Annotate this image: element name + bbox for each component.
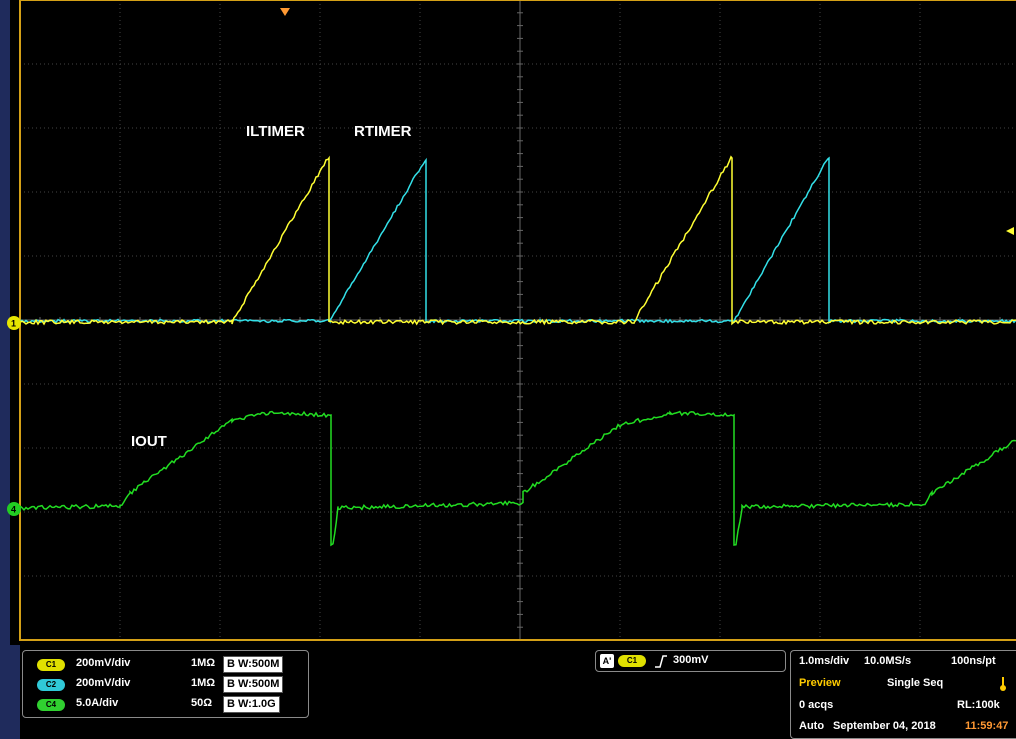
waveform-display: ILTIMER RTIMER IOUT 1 4: [0, 0, 1016, 645]
channel-bandwidth-c4: B W:1.0G: [223, 696, 280, 713]
acquisition-state: Preview: [799, 677, 841, 689]
trigger-level-icon: [1006, 227, 1014, 235]
channel-row-c4[interactable]: C4 5.0A/div 50Ω B W:1.0G: [33, 695, 308, 715]
channel-badge-c4[interactable]: C4: [37, 699, 65, 711]
trigger-source-badge[interactable]: C1: [618, 655, 646, 667]
capture-time: 11:59:47: [965, 720, 1009, 732]
channel-row-c1[interactable]: C1 200mV/div 1MΩ B W:500M: [33, 655, 308, 675]
horizontal-row-3: 0 acqs RL:100k: [799, 697, 1014, 713]
trigger-mode-badge[interactable]: A': [600, 654, 614, 668]
svg-text:4: 4: [11, 505, 16, 515]
horizontal-row-1: 1.0ms/div 10.0MS/s 100ns/pt: [799, 653, 1014, 669]
channel-badge-c1[interactable]: C1: [37, 659, 65, 671]
waveform-rtimer: [19, 156, 1016, 325]
channel-scale-c2: 200mV/div: [76, 677, 131, 689]
ch4-ground-marker[interactable]: 4: [7, 502, 21, 516]
channel-impedance-c2: 1MΩ: [191, 677, 216, 689]
channel-impedance-c4: 50Ω: [191, 697, 213, 709]
horizontal-acquisition-box[interactable]: 1.0ms/div 10.0MS/s 100ns/pt Preview Sing…: [790, 650, 1016, 739]
channel-scale-c4: 5.0A/div: [76, 697, 119, 709]
channel-bandwidth-c2: B W:500M: [223, 676, 284, 693]
thermometer-icon: [1000, 677, 1006, 691]
trigger-level: 300mV: [673, 654, 709, 666]
resolution: 100ns/pt: [951, 655, 996, 667]
label-rtimer: RTIMER: [354, 123, 412, 140]
channel-impedance-c1: 1MΩ: [191, 657, 216, 669]
acquisition-mode: Single Seq: [887, 677, 944, 689]
channel-scale-c1: 200mV/div: [76, 657, 131, 669]
trigger-position-icon: [280, 8, 290, 16]
channel-settings-box: C1 200mV/div 1MΩ B W:500M C2 200mV/div 1…: [22, 650, 309, 718]
panel-left-strip: [0, 645, 20, 739]
waveform-iltimer: [19, 155, 1016, 326]
record-length: RL:100k: [957, 699, 1000, 711]
label-iout: IOUT: [131, 433, 167, 450]
rising-edge-icon: [655, 655, 667, 668]
trigger-mode: Auto: [799, 720, 825, 732]
channel-row-c2[interactable]: C2 200mV/div 1MΩ B W:500M: [33, 675, 308, 695]
channel-bandwidth-c1: B W:500M: [223, 656, 284, 673]
svg-text:1: 1: [11, 319, 16, 329]
waveform-iout: [19, 410, 1016, 547]
label-iltimer: ILTIMER: [246, 123, 305, 140]
left-edge-strip: [0, 0, 10, 645]
sample-rate: 10.0MS/s: [864, 655, 912, 667]
channel-badge-c2[interactable]: C2: [37, 679, 65, 691]
ch1-ground-marker[interactable]: 1: [7, 316, 21, 330]
capture-date: September 04, 2018: [833, 720, 936, 732]
time-scale: 1.0ms/div: [799, 655, 850, 667]
horizontal-row-2: Preview Single Seq: [799, 675, 1014, 691]
acquisition-count: 0 acqs: [799, 699, 834, 711]
trigger-settings-box[interactable]: A' C1 300mV: [595, 650, 786, 672]
horizontal-row-4: Auto September 04, 2018 11:59:47: [799, 718, 1014, 734]
status-panel: C1 200mV/div 1MΩ B W:500M C2 200mV/div 1…: [0, 645, 1016, 739]
